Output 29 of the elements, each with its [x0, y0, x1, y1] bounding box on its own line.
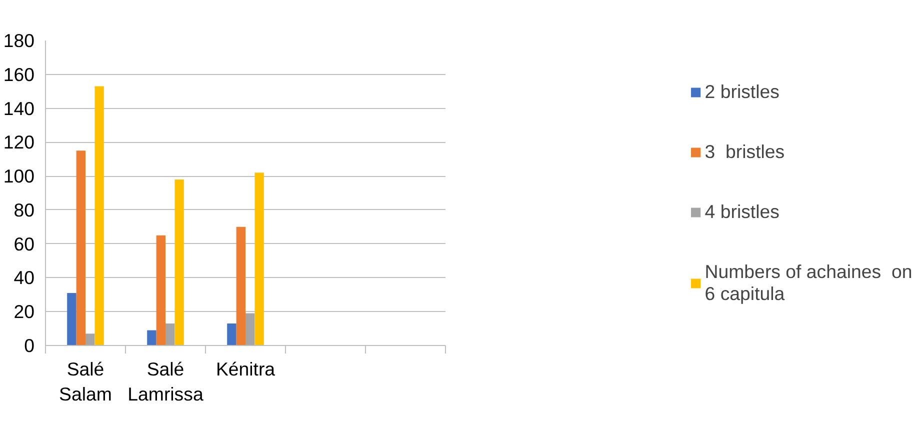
- x-tick-label: Kénitra: [216, 358, 276, 380]
- bar: [254, 172, 264, 346]
- bar: [236, 226, 246, 346]
- y-tick-label: 60: [14, 233, 35, 254]
- bar: [76, 150, 86, 346]
- legend-label: 3 bristles: [704, 140, 785, 162]
- y-tick-label: 40: [14, 267, 35, 288]
- bar: [86, 334, 95, 346]
- y-tick-label: 120: [3, 132, 35, 153]
- legend-label: 2 bristles: [704, 80, 780, 102]
- bar: [246, 313, 255, 346]
- y-tick-label: 20: [14, 301, 35, 322]
- legend-label: Numbers of achaines on 6 capitula: [704, 260, 912, 304]
- bar: [94, 86, 104, 346]
- legend-label: 4 bristles: [704, 200, 780, 222]
- bar: [147, 330, 156, 346]
- bar: [156, 235, 166, 346]
- y-tick-label: 160: [3, 64, 35, 85]
- y-tick-label: 0: [24, 335, 35, 356]
- y-tick-label: 80: [14, 199, 35, 220]
- x-tick-label: Salé Lamrissa: [128, 358, 204, 405]
- bar: [67, 292, 76, 346]
- y-tick-label: 100: [3, 166, 35, 187]
- x-tick-label: Salé Salam: [59, 358, 112, 405]
- bar: [174, 179, 184, 346]
- y-tick-label: 180: [3, 30, 35, 51]
- bar: [166, 323, 175, 346]
- y-tick-label: 140: [3, 98, 35, 119]
- bar: [227, 323, 236, 346]
